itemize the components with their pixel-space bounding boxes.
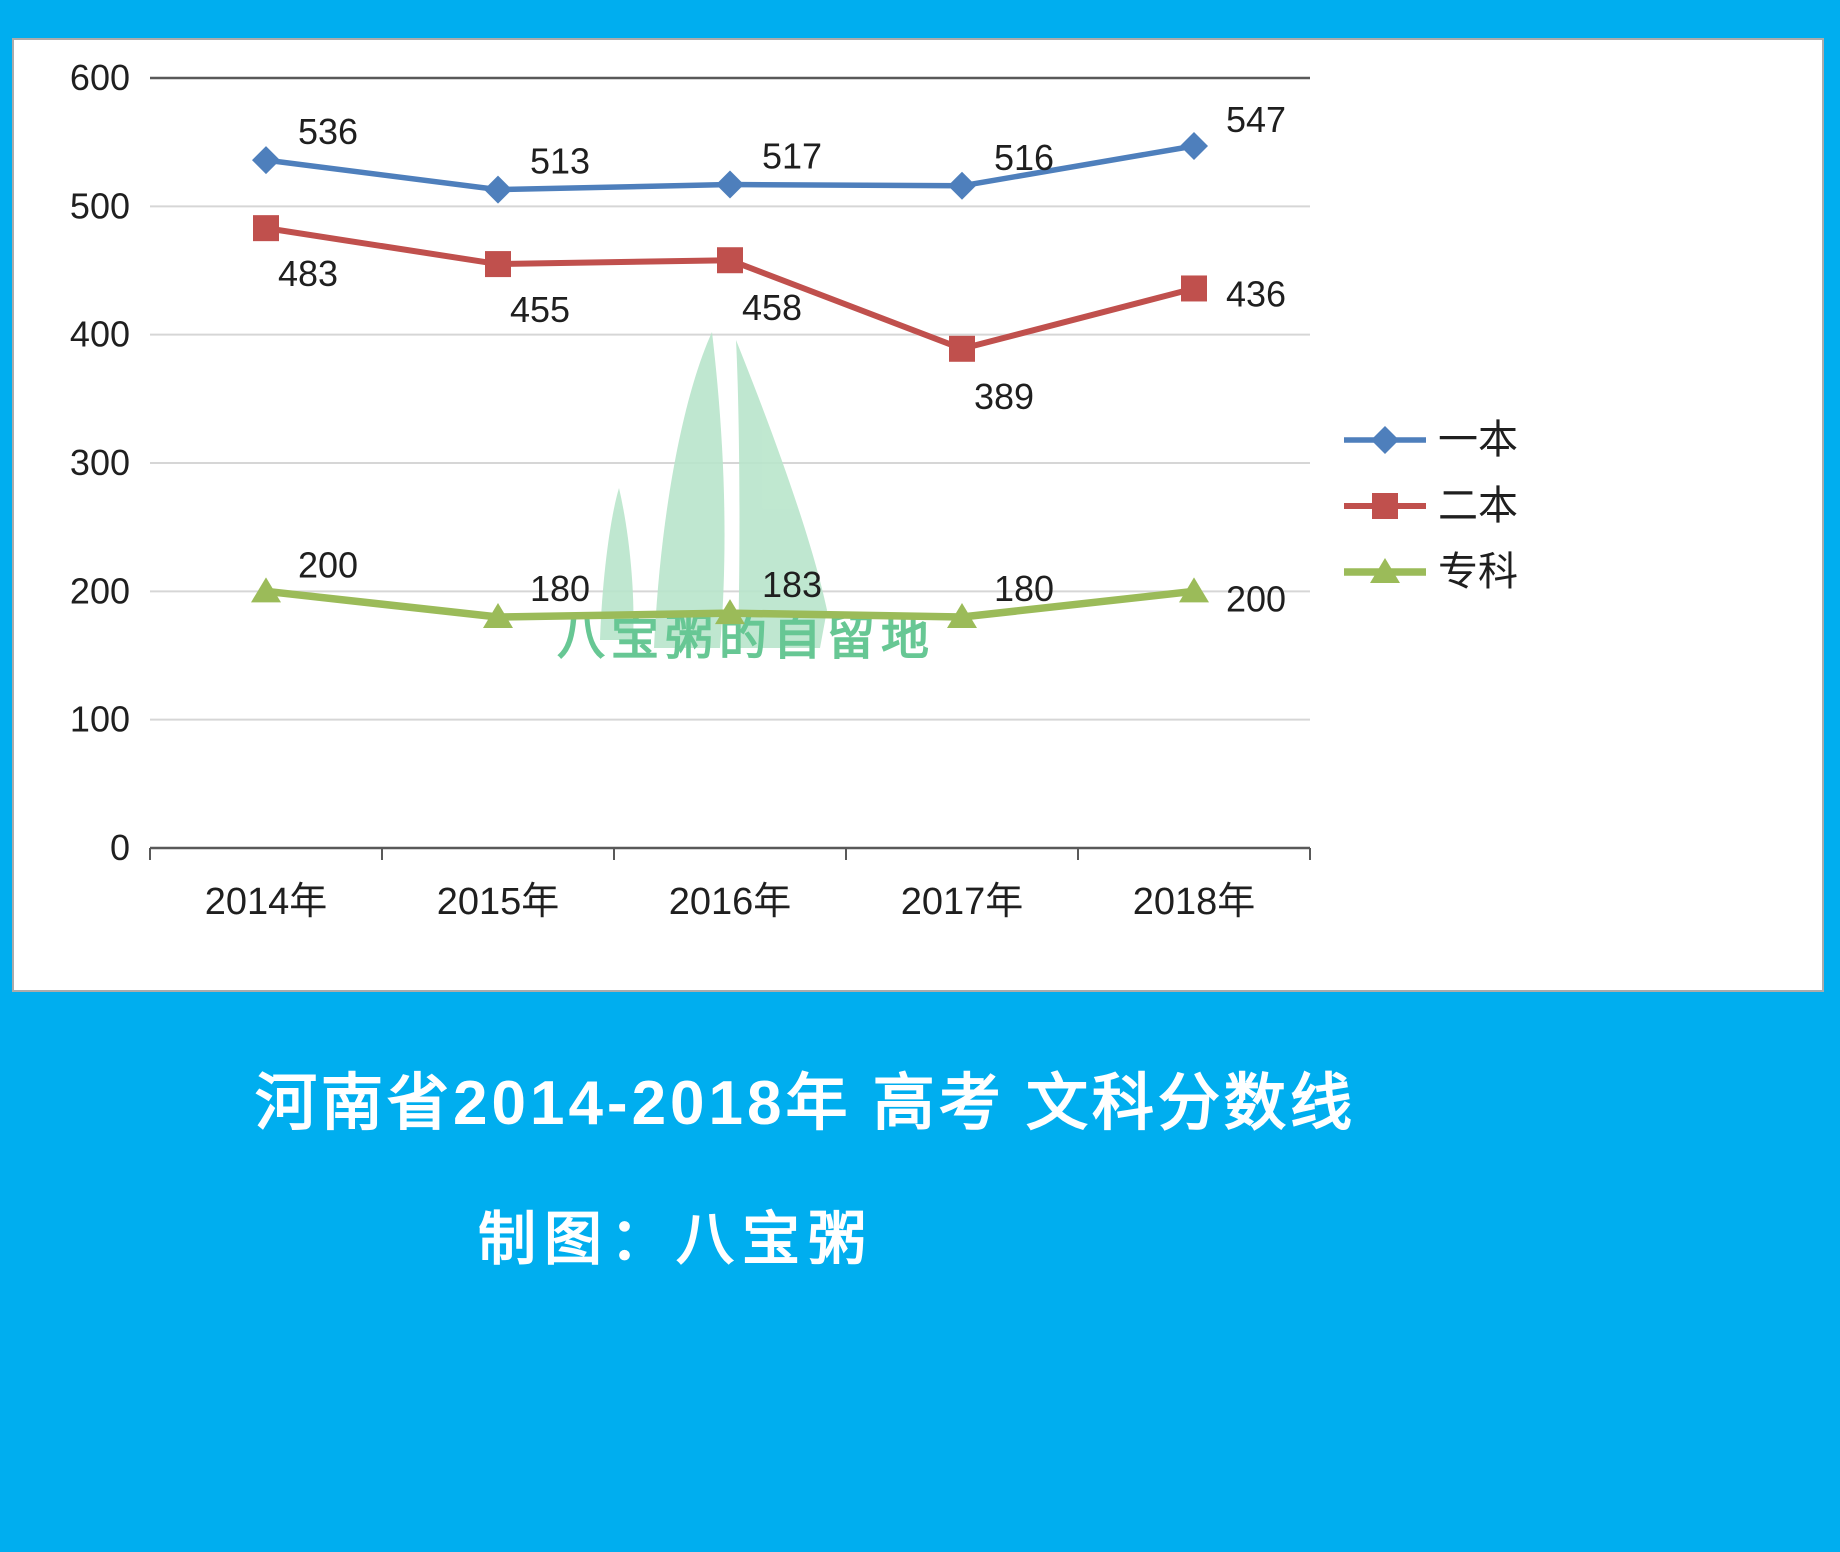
y-axis-tick-label: 200 <box>70 570 130 611</box>
data-point-marker <box>1179 577 1209 603</box>
y-axis-tick-label: 100 <box>70 699 130 740</box>
data-point-marker <box>251 577 281 603</box>
legend-marker <box>1370 558 1400 583</box>
data-point-marker <box>485 251 511 278</box>
data-label: 455 <box>510 289 570 330</box>
legend-marker <box>1371 426 1399 454</box>
watermark-sail-left <box>600 488 634 640</box>
series-line <box>265 225 1195 352</box>
line-chart: 0 100 200 300 400 500 600 2014年 2015年 2016年 2017年 2… <box>70 57 1518 923</box>
legend-item-二本: 二本 <box>1344 484 1518 528</box>
watermark-sail-right <box>736 340 827 648</box>
y-axis-tick-label: 300 <box>70 442 130 483</box>
watermark: 八宝粥的自留地 <box>557 332 935 665</box>
y-axis-tick-label: 500 <box>70 185 130 226</box>
data-label: 183 <box>762 564 822 605</box>
watermark-text: 八宝粥的自留地 <box>557 612 935 665</box>
data-point-marker <box>252 146 280 175</box>
chart-credit: 制图：八宝粥 <box>478 1207 875 1272</box>
legend-label: 二本 <box>1438 484 1518 528</box>
data-label: 483 <box>278 253 338 294</box>
data-label: 180 <box>994 568 1054 609</box>
legend-label: 一本 <box>1438 418 1518 462</box>
series-二本: 483 455 458 389 436 <box>253 215 1286 417</box>
x-axis-category-label: 2014年 <box>205 881 328 923</box>
x-axis-category-label: 2016年 <box>669 881 792 923</box>
data-label: 200 <box>298 544 358 585</box>
data-point-marker <box>949 335 975 362</box>
y-axis-tick-label: 600 <box>70 57 130 98</box>
data-label: 517 <box>762 136 822 177</box>
data-point-marker <box>947 603 977 628</box>
data-point-marker <box>716 170 744 199</box>
data-point-marker <box>1180 132 1208 161</box>
data-label: 436 <box>1226 273 1286 314</box>
data-label: 389 <box>974 376 1034 417</box>
data-point-marker <box>715 599 745 625</box>
y-axis-tick-label: 400 <box>70 314 130 355</box>
series-专科: 200 180 183 180 200 <box>251 544 1286 628</box>
x-axis-category-label: 2018年 <box>1133 881 1256 923</box>
legend-item-一本: 一本 <box>1344 418 1518 462</box>
data-label: 547 <box>1226 99 1286 140</box>
series-一本: 536 513 517 516 547 <box>252 99 1286 204</box>
data-point-marker <box>253 215 279 242</box>
data-label: 513 <box>530 141 590 182</box>
legend-item-专科: 专科 <box>1344 550 1518 594</box>
data-point-marker <box>948 171 976 200</box>
data-label: 516 <box>994 137 1054 178</box>
data-label: 200 <box>1226 578 1286 619</box>
data-label: 458 <box>742 287 802 328</box>
watermark-sail-middle <box>654 332 725 648</box>
data-point-marker <box>484 175 512 204</box>
data-label: 180 <box>530 568 590 609</box>
y-axis-tick-label: 0 <box>110 827 130 868</box>
legend-label: 专科 <box>1438 550 1518 594</box>
x-axis-category-label: 2017年 <box>901 881 1024 923</box>
chart-panel: 0 100 200 300 400 500 600 2014年 2015年 2016年 2017年 2… <box>12 38 1824 992</box>
data-point-marker <box>483 603 513 628</box>
data-point-marker <box>1181 275 1207 302</box>
legend-marker <box>1372 493 1398 519</box>
data-point-marker <box>717 247 743 274</box>
data-label: 536 <box>298 111 358 152</box>
chart-title: 河南省2014-2018年 高考 文科分数线 <box>255 1069 1356 1138</box>
x-axis-category-label: 2015年 <box>437 881 560 923</box>
